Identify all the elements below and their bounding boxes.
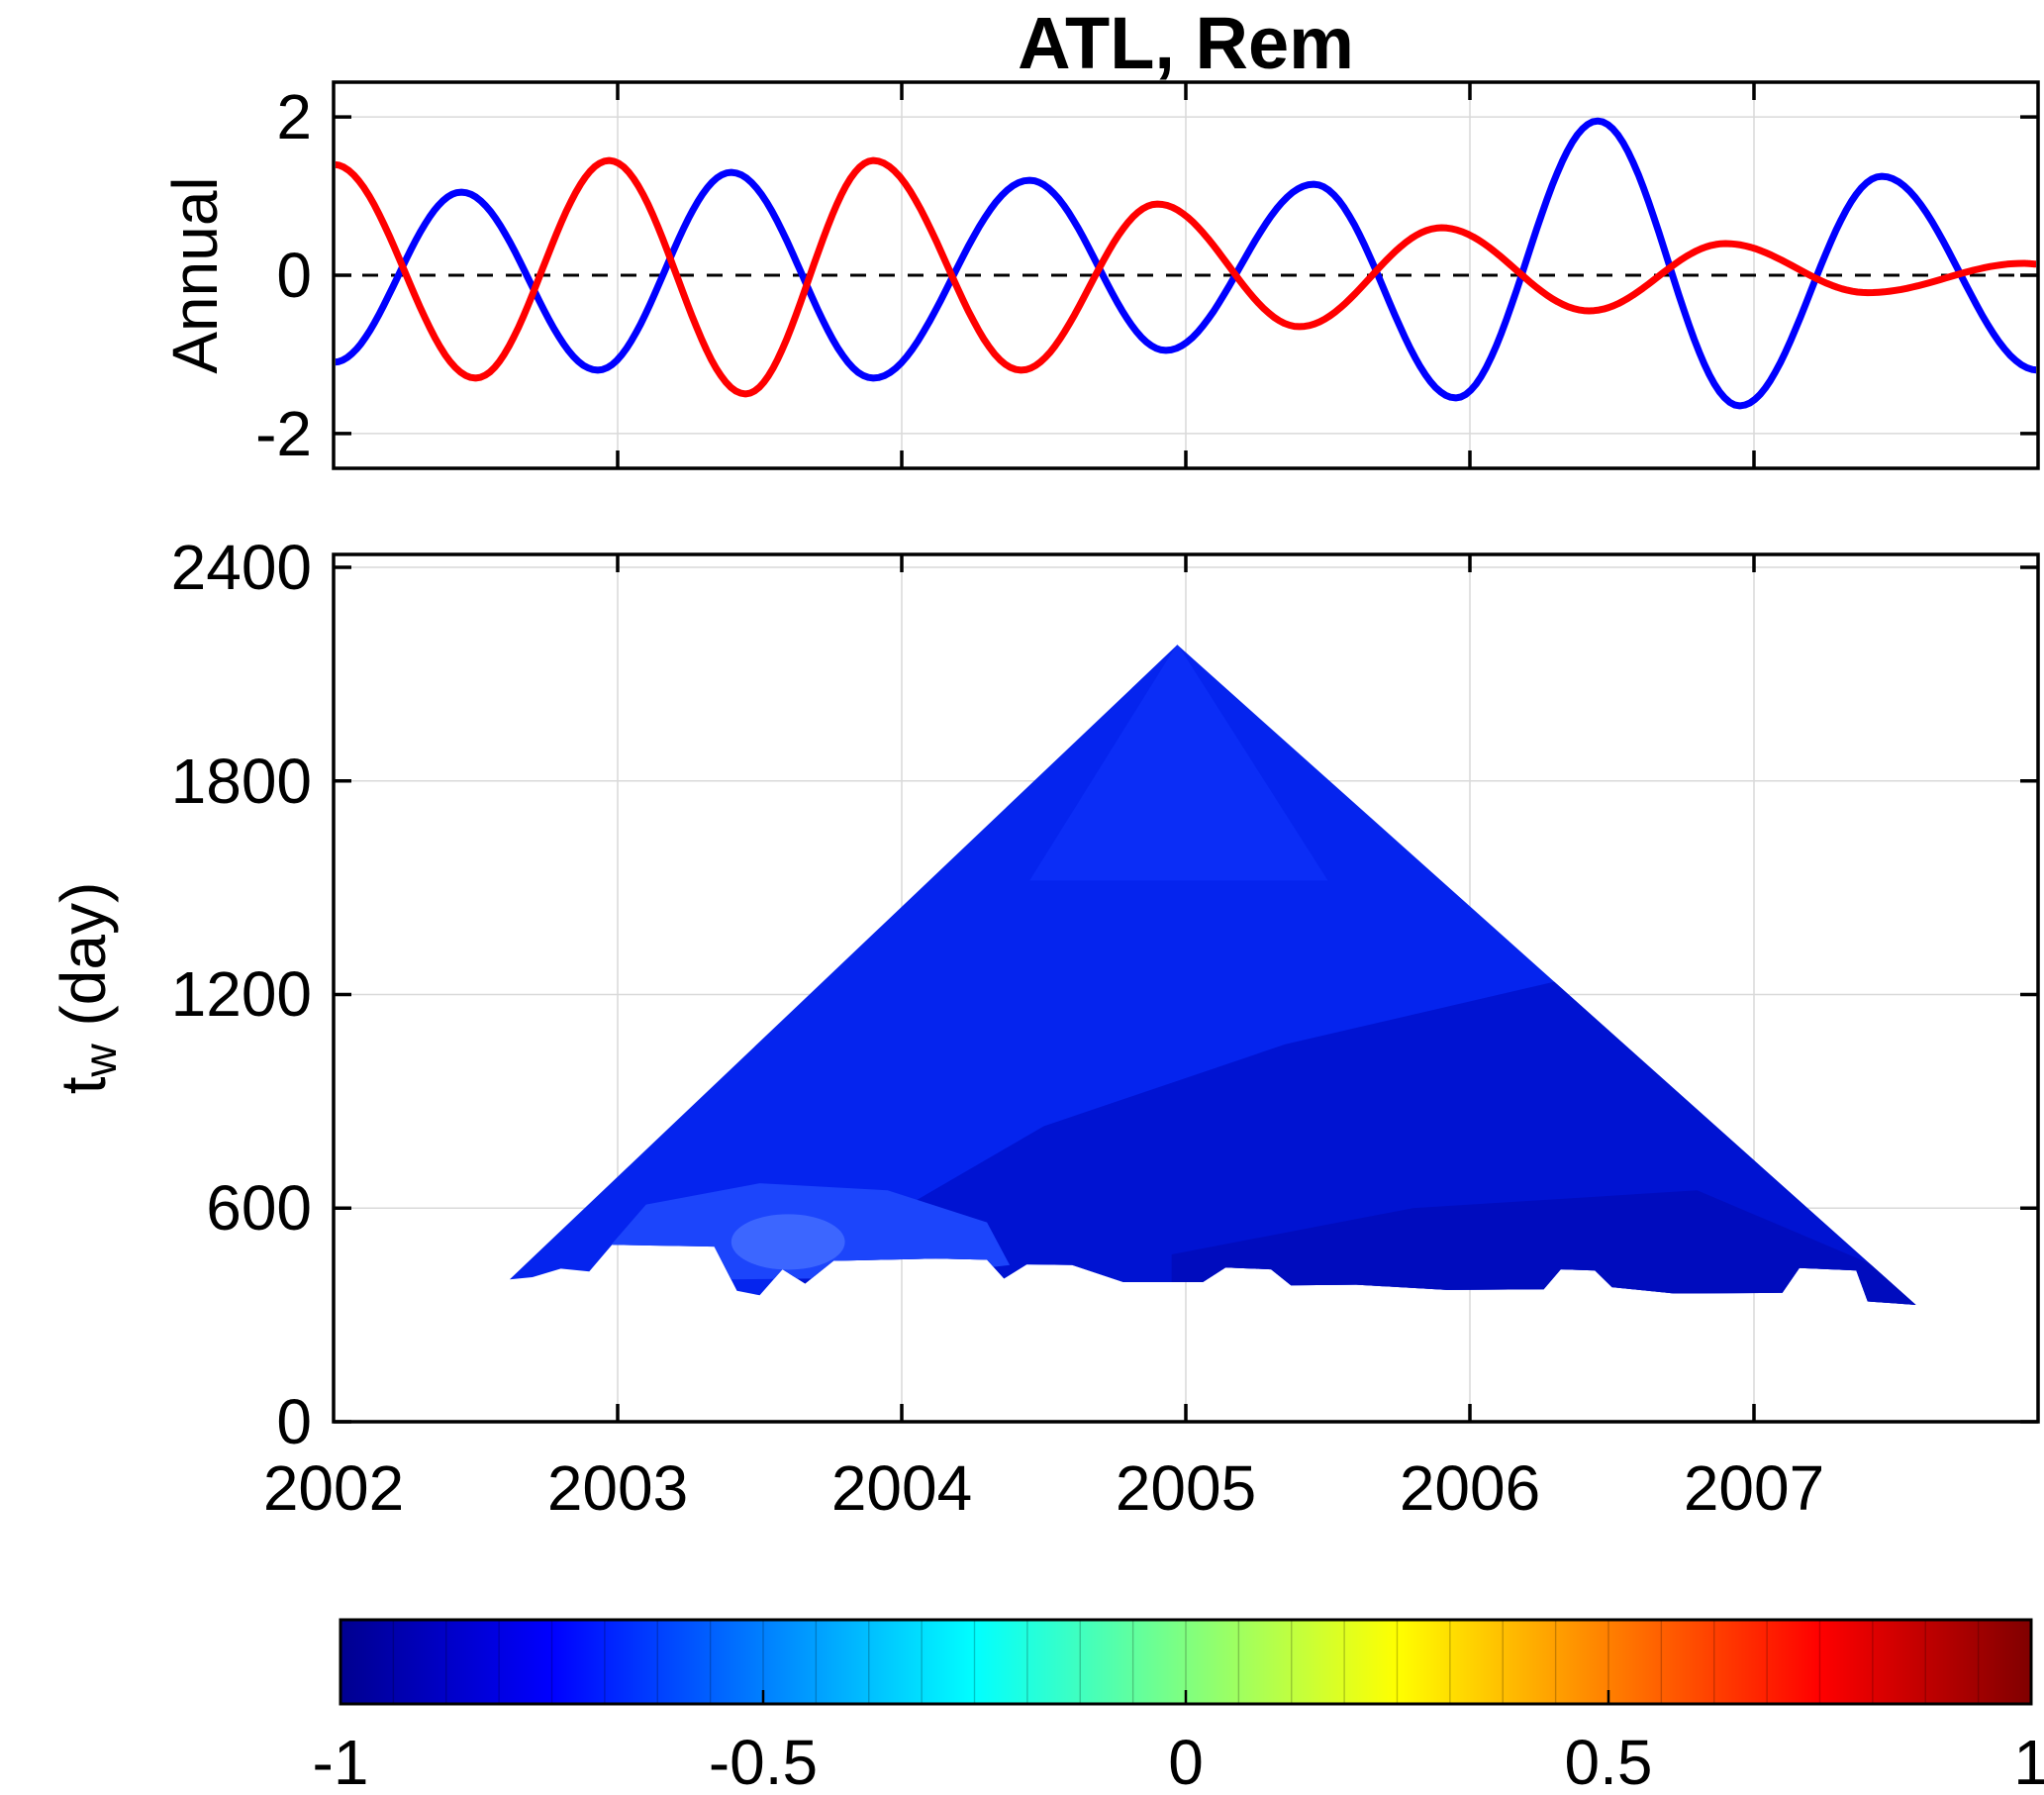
top-ytick-label: 0 — [276, 240, 312, 311]
colorbar-tick-label: 1 — [2013, 1727, 2044, 1795]
bottom-ylabel-sub: w — [74, 1044, 127, 1077]
bottom-ylabel-rest: (day) — [47, 881, 119, 1045]
bottom-ytick-label: 1200 — [170, 958, 312, 1031]
bottom-ytick-label: 0 — [276, 1386, 312, 1457]
bottom-ylabel: tw (day) — [47, 881, 127, 1095]
series-annual-component-red — [336, 156, 2036, 398]
bottom-ytick-label: 2400 — [170, 531, 312, 603]
colorbar-tick-label: 0.5 — [1564, 1727, 1653, 1795]
bottom-xtick-label: 2005 — [1115, 1452, 1257, 1524]
colorbar — [341, 1620, 2031, 1704]
top-ylabel: Annual — [159, 176, 231, 374]
bottom-ytick-label: 600 — [206, 1172, 312, 1245]
bottom-xtick-label: 2007 — [1683, 1452, 1825, 1524]
bottom-ylabel-base: t — [47, 1076, 119, 1095]
chart-title: ATL, Rem — [1018, 2, 1354, 84]
bottom-xtick-label: 2002 — [262, 1452, 405, 1524]
bottom-xtick-label: 2003 — [546, 1452, 689, 1524]
top-ytick-label: 2 — [276, 81, 312, 153]
top-ytick-label: -2 — [255, 397, 312, 469]
heatmap-region-5 — [730, 1214, 845, 1270]
series-annual-component-blue — [336, 117, 2036, 410]
heatmap-region-1 — [1029, 645, 1328, 881]
colorbar-tick-label: -0.5 — [708, 1727, 819, 1795]
bottom-ytick-label: 1800 — [170, 745, 312, 817]
colorbar-tick-label: -1 — [312, 1727, 369, 1795]
bottom-xtick-label: 2004 — [830, 1452, 973, 1524]
bottom-xtick-label: 2006 — [1399, 1452, 1541, 1524]
colorbar-tick-label: 0 — [1168, 1727, 1204, 1795]
